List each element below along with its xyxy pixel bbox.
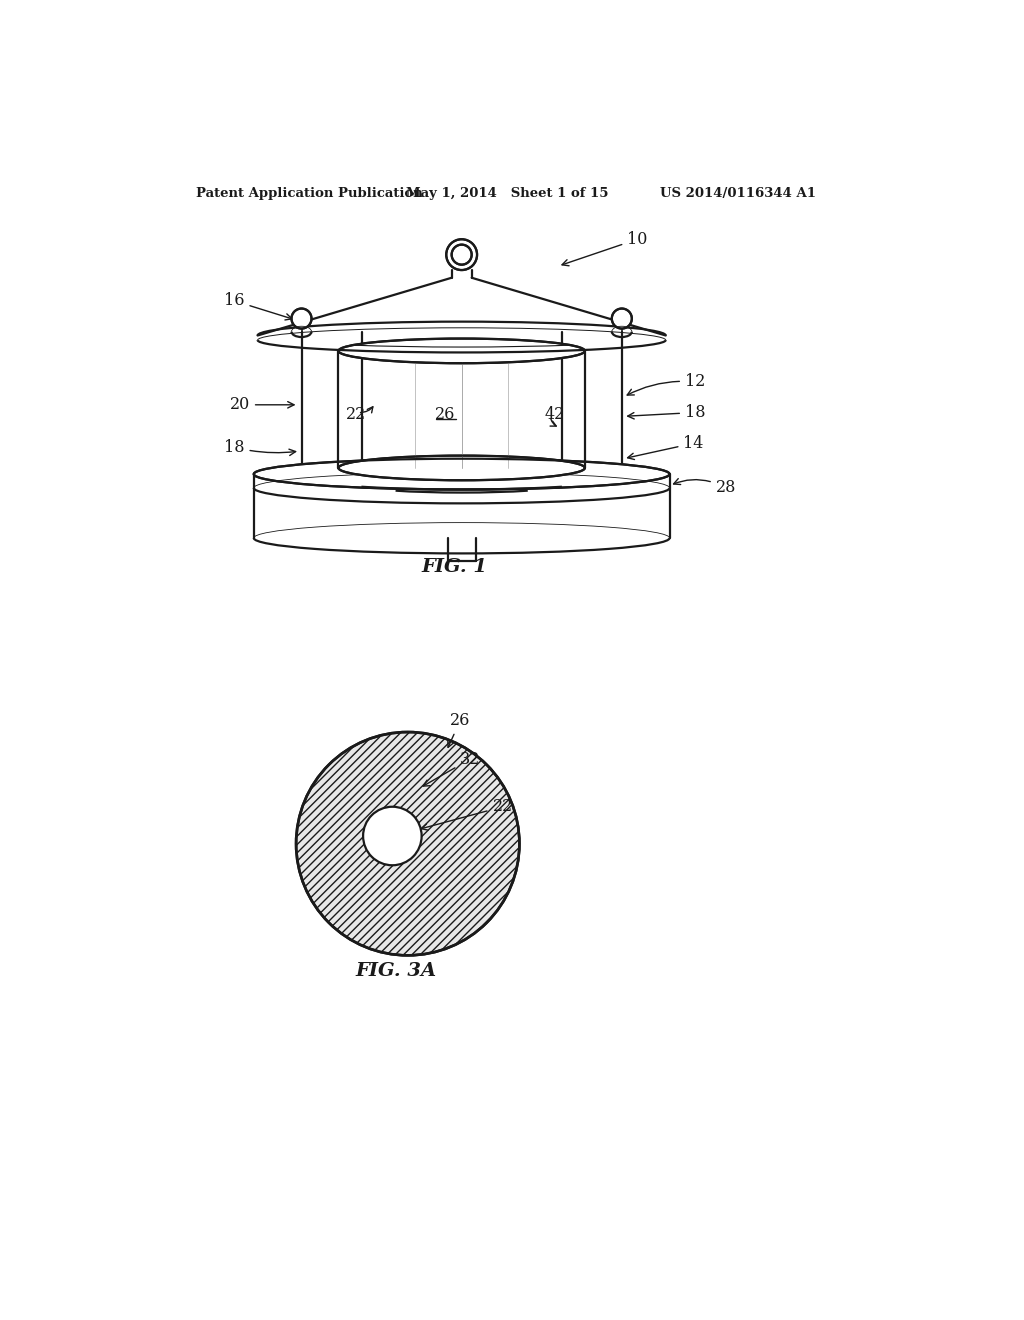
Text: 26: 26 bbox=[434, 405, 455, 422]
Text: 26: 26 bbox=[447, 711, 470, 747]
Text: 20: 20 bbox=[229, 396, 294, 413]
Text: 16: 16 bbox=[224, 292, 292, 319]
Text: FIG. 3A: FIG. 3A bbox=[355, 962, 437, 979]
Text: 18: 18 bbox=[224, 438, 296, 455]
Text: 22: 22 bbox=[421, 799, 513, 830]
Text: 18: 18 bbox=[628, 404, 706, 421]
Text: May 1, 2014   Sheet 1 of 15: May 1, 2014 Sheet 1 of 15 bbox=[407, 187, 608, 199]
Ellipse shape bbox=[339, 455, 585, 480]
Text: 22: 22 bbox=[346, 405, 367, 422]
Text: Patent Application Publication: Patent Application Publication bbox=[196, 187, 423, 199]
Ellipse shape bbox=[339, 338, 585, 363]
Ellipse shape bbox=[611, 309, 632, 329]
Text: 28: 28 bbox=[674, 479, 736, 496]
Text: 10: 10 bbox=[562, 231, 647, 265]
Text: FIG. 1: FIG. 1 bbox=[421, 557, 487, 576]
Ellipse shape bbox=[446, 239, 477, 271]
Ellipse shape bbox=[452, 244, 472, 264]
Text: 32: 32 bbox=[423, 751, 480, 787]
Circle shape bbox=[364, 807, 422, 866]
Ellipse shape bbox=[292, 309, 311, 329]
Text: 12: 12 bbox=[627, 374, 706, 395]
Text: US 2014/0116344 A1: US 2014/0116344 A1 bbox=[660, 187, 816, 199]
Circle shape bbox=[296, 733, 519, 956]
Text: 14: 14 bbox=[628, 434, 703, 459]
Ellipse shape bbox=[254, 459, 670, 490]
Text: 42: 42 bbox=[545, 405, 565, 422]
